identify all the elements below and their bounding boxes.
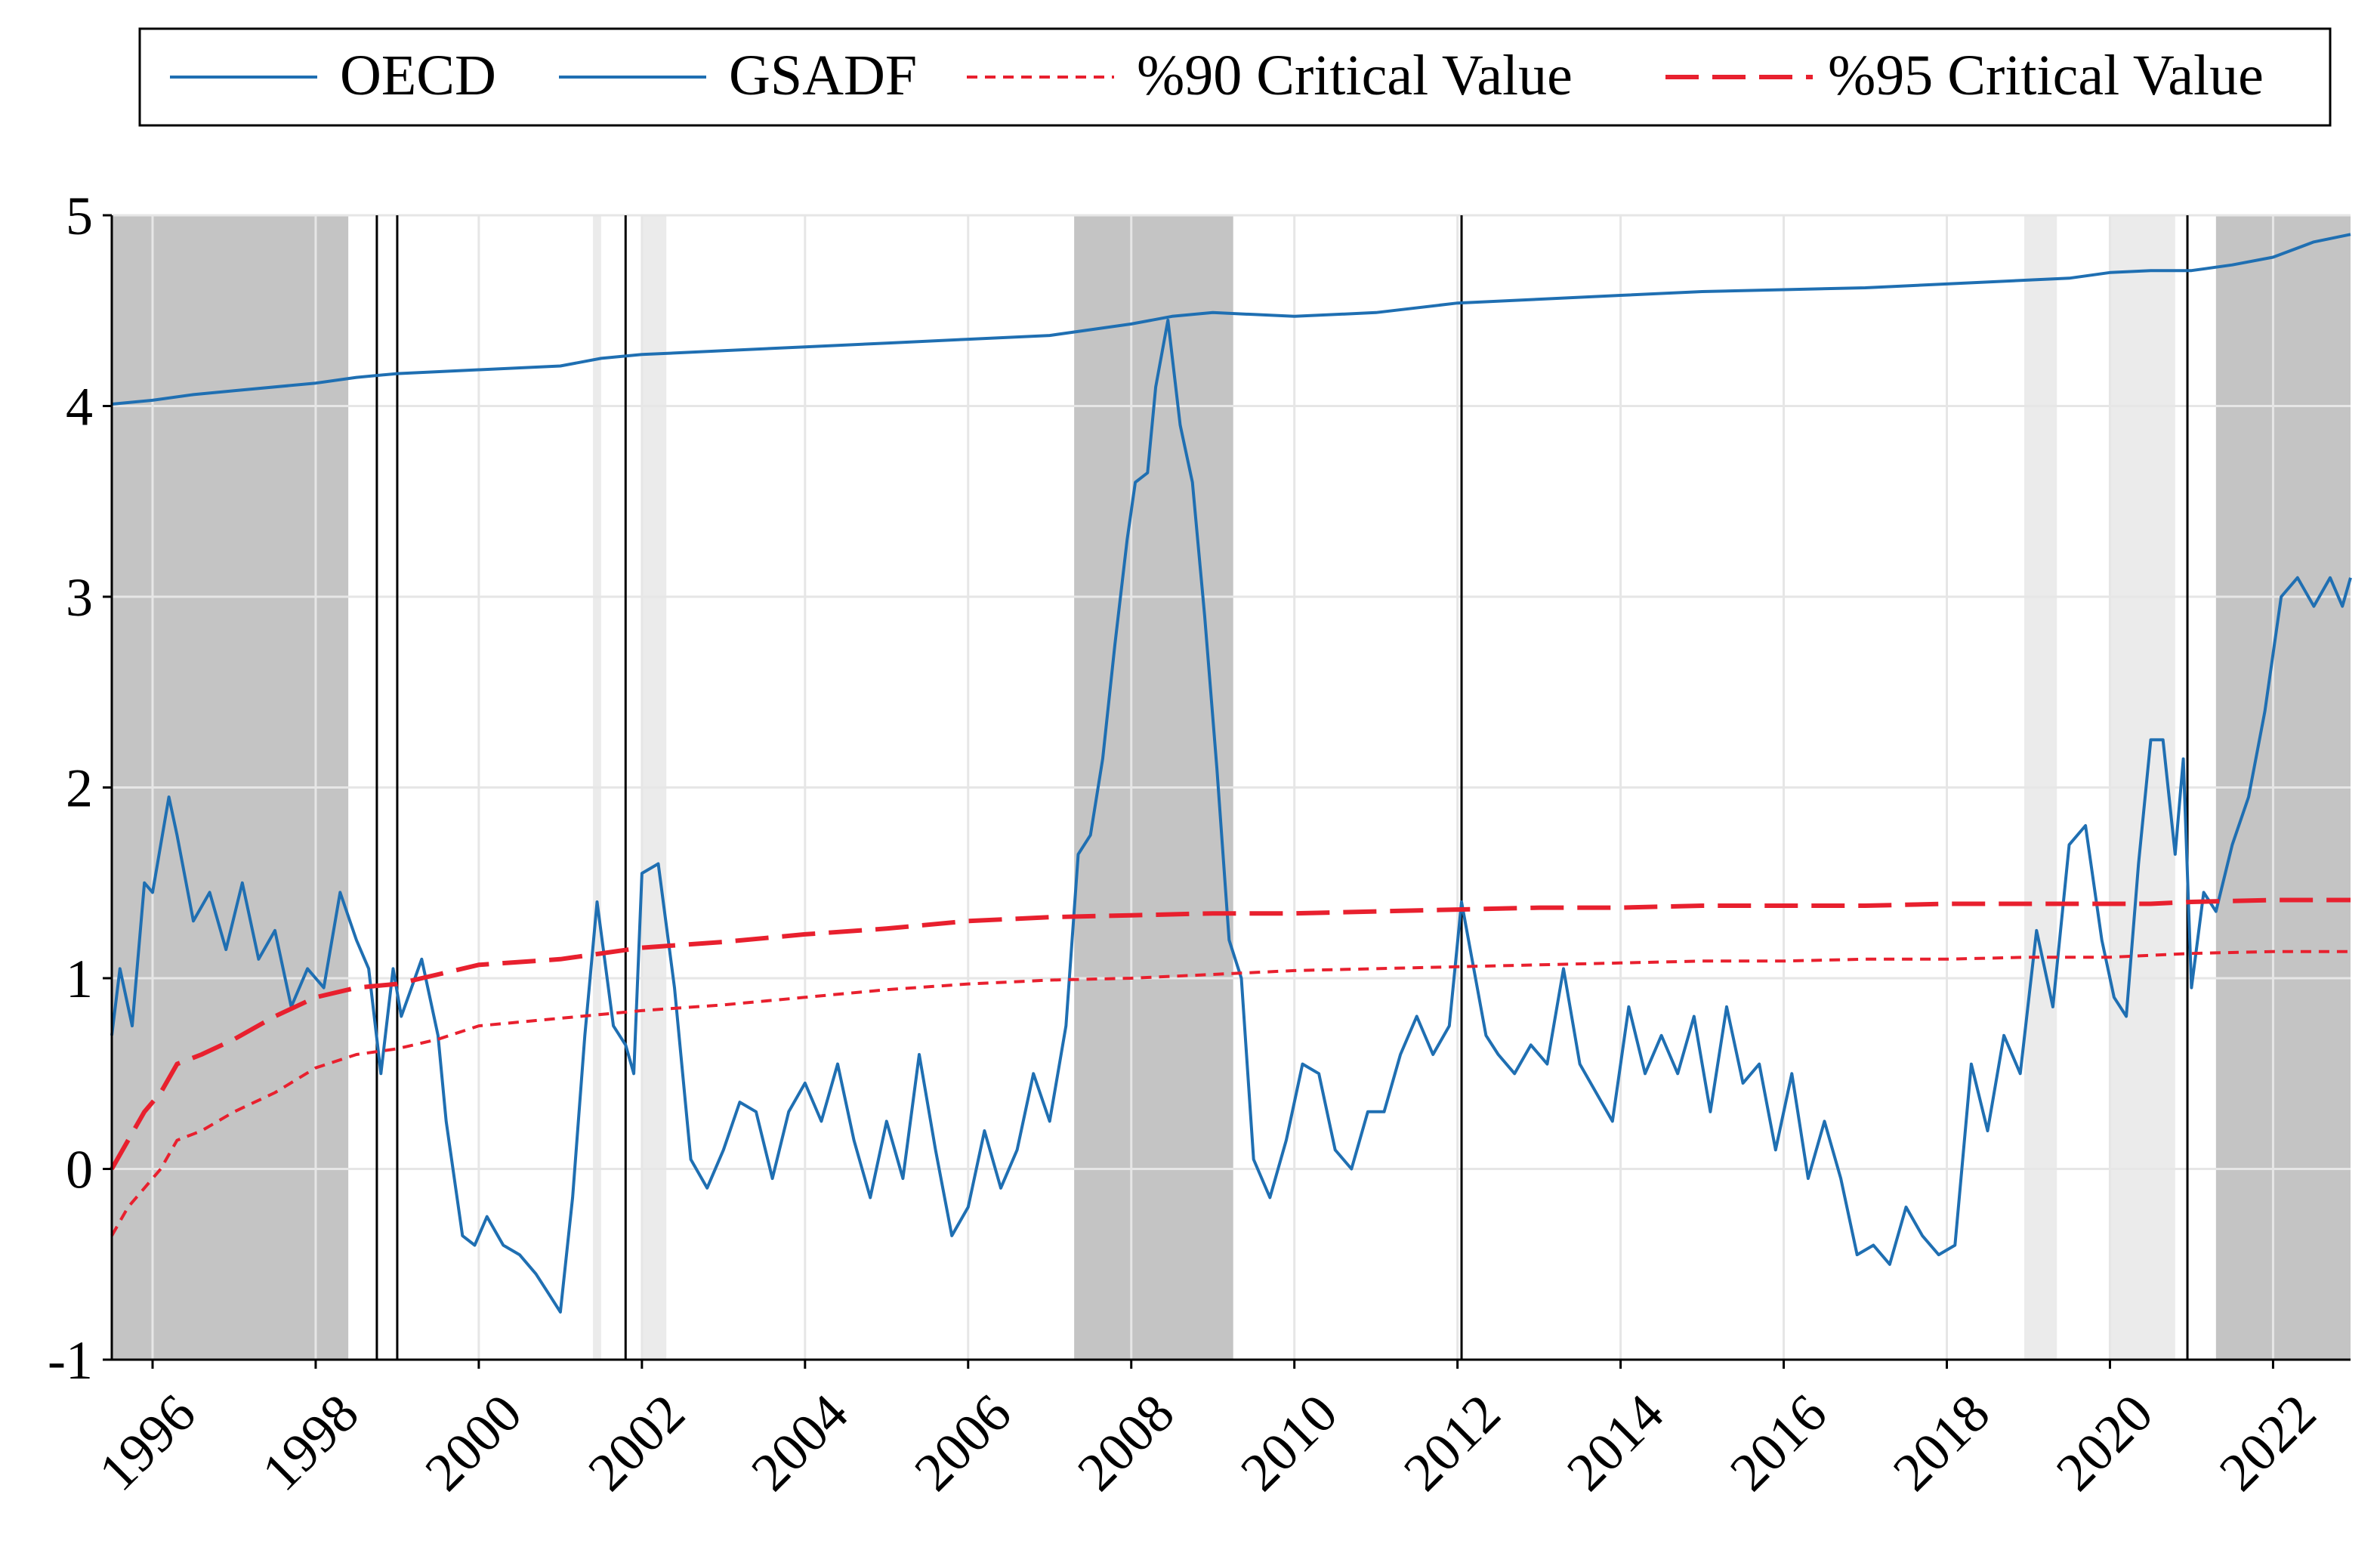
- y-axis-tick-labels: 5 4 3 2 1 0 -1: [48, 186, 93, 1391]
- y-tick-label-3: 2: [66, 758, 93, 819]
- grid: [112, 214, 2351, 1361]
- x-tick-label-13: 2022: [2208, 1382, 2327, 1502]
- series-line-gsadf: [110, 318, 2352, 1314]
- x-tick-label-3: 2002: [576, 1382, 696, 1502]
- legend: OECD GSADF %90 Critical Value %95 Critic…: [138, 27, 2332, 127]
- y-tick-label-5: 0: [66, 1140, 93, 1200]
- vertical-markers: [375, 215, 2189, 1360]
- y-tick-label-0: 5: [66, 186, 93, 246]
- x-tick-label-12: 2020: [2045, 1382, 2164, 1502]
- x-tick-label-2: 2000: [413, 1382, 532, 1502]
- x-tick-label-8: 2012: [1392, 1382, 1511, 1502]
- y-tick-label-2: 3: [66, 567, 93, 628]
- axes: [103, 214, 2351, 1369]
- x-tick-label-9: 2014: [1555, 1382, 1675, 1502]
- x-axis-tick-labels: 1996 1998 2000 2002 2004 2006 2008 2010 2012 2014…: [88, 1382, 2328, 1502]
- x-tick-label-0: 1996: [88, 1382, 207, 1502]
- series-lines: [110, 233, 2352, 1314]
- legend-label-gsadf: GSADF: [729, 44, 917, 107]
- series-line-oecd: [111, 233, 2351, 406]
- x-tick-label-6: 2008: [1066, 1382, 1185, 1502]
- y-tick-label-4: 1: [66, 949, 93, 1009]
- y-tick-label-1: 4: [66, 377, 93, 437]
- x-tick-label-11: 2018: [1881, 1382, 2001, 1502]
- x-tick-label-5: 2006: [903, 1382, 1022, 1502]
- legend-label-cv95: %95 Critical Value: [1828, 44, 2264, 107]
- x-tick-label-4: 2004: [739, 1382, 859, 1502]
- x-tick-label-7: 2010: [1229, 1382, 1348, 1502]
- legend-box: [138, 27, 2332, 127]
- series-line--90-critical-value: [110, 950, 2351, 1237]
- legend-label-cv90: %90 Critical Value: [1137, 44, 1573, 107]
- legend-label-oecd: OECD: [340, 44, 496, 107]
- x-tick-label-1: 1998: [251, 1382, 370, 1502]
- x-tick-label-10: 2016: [1718, 1382, 1838, 1502]
- y-tick-label-6: -1: [48, 1330, 93, 1391]
